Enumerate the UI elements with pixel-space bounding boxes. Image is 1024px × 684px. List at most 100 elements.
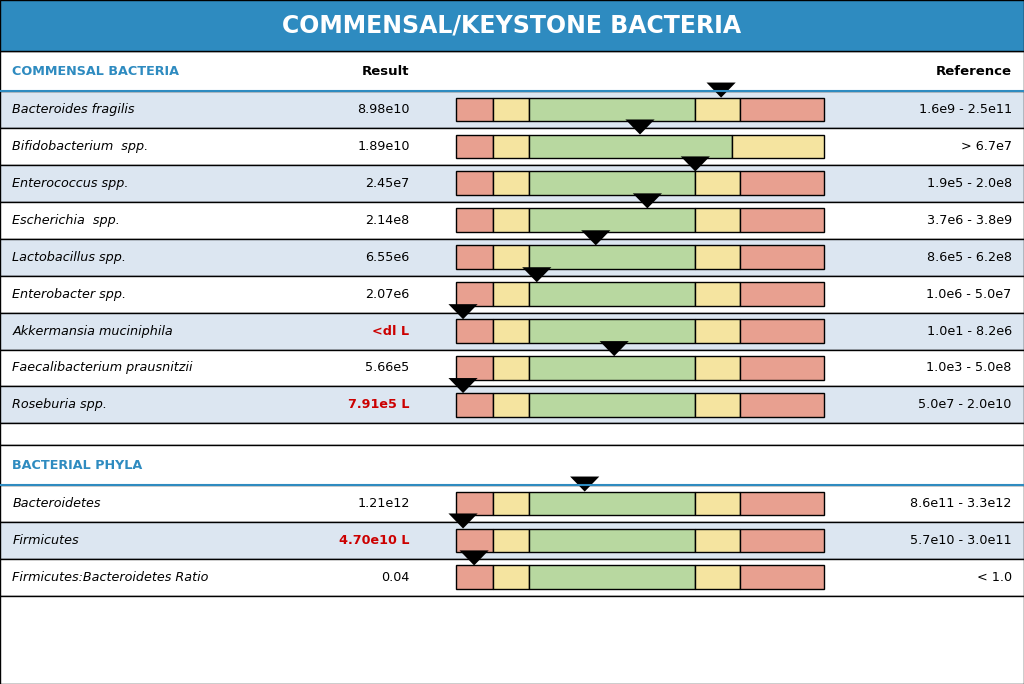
Text: 2.14e8: 2.14e8 [366, 213, 410, 227]
FancyBboxPatch shape [0, 239, 1024, 276]
FancyBboxPatch shape [456, 282, 493, 306]
FancyBboxPatch shape [529, 492, 695, 515]
Text: <dl L: <dl L [373, 324, 410, 338]
FancyBboxPatch shape [0, 91, 1024, 128]
FancyBboxPatch shape [493, 319, 529, 343]
FancyBboxPatch shape [493, 135, 529, 158]
FancyBboxPatch shape [493, 98, 529, 121]
Text: Enterococcus spp.: Enterococcus spp. [12, 176, 129, 190]
Text: > 6.7e7: > 6.7e7 [961, 140, 1012, 153]
FancyBboxPatch shape [0, 386, 1024, 423]
Polygon shape [449, 514, 477, 529]
Text: 0.04: 0.04 [381, 570, 410, 584]
Text: Bacteroides fragilis: Bacteroides fragilis [12, 103, 135, 116]
FancyBboxPatch shape [493, 246, 529, 269]
FancyBboxPatch shape [529, 172, 695, 195]
FancyBboxPatch shape [0, 276, 1024, 313]
Text: Firmicutes: Firmicutes [12, 534, 79, 547]
FancyBboxPatch shape [695, 492, 739, 515]
FancyBboxPatch shape [695, 566, 739, 589]
FancyBboxPatch shape [695, 529, 739, 552]
Text: Lactobacillus spp.: Lactobacillus spp. [12, 250, 126, 264]
Text: 2.45e7: 2.45e7 [366, 176, 410, 190]
FancyBboxPatch shape [456, 135, 493, 158]
Text: BACTERIAL PHYLA: BACTERIAL PHYLA [12, 458, 142, 472]
Text: 5.66e5: 5.66e5 [366, 361, 410, 375]
FancyBboxPatch shape [739, 172, 824, 195]
FancyBboxPatch shape [0, 0, 1024, 51]
Text: 1.89e10: 1.89e10 [357, 140, 410, 153]
Text: < 1.0: < 1.0 [977, 570, 1012, 584]
Text: Roseburia spp.: Roseburia spp. [12, 398, 108, 412]
Text: 8.98e10: 8.98e10 [357, 103, 410, 116]
FancyBboxPatch shape [739, 393, 824, 417]
FancyBboxPatch shape [529, 98, 695, 121]
FancyBboxPatch shape [456, 246, 493, 269]
Text: 1.9e5 - 2.0e8: 1.9e5 - 2.0e8 [927, 176, 1012, 190]
FancyBboxPatch shape [739, 209, 824, 232]
FancyBboxPatch shape [0, 423, 1024, 445]
Text: Reference: Reference [936, 64, 1012, 78]
FancyBboxPatch shape [529, 566, 695, 589]
FancyBboxPatch shape [0, 559, 1024, 596]
Text: 6.55e6: 6.55e6 [366, 250, 410, 264]
FancyBboxPatch shape [529, 209, 695, 232]
FancyBboxPatch shape [493, 529, 529, 552]
FancyBboxPatch shape [456, 566, 493, 589]
FancyBboxPatch shape [493, 209, 529, 232]
Text: Enterobacter spp.: Enterobacter spp. [12, 287, 126, 301]
FancyBboxPatch shape [695, 393, 739, 417]
FancyBboxPatch shape [695, 246, 739, 269]
Polygon shape [707, 83, 735, 98]
FancyBboxPatch shape [456, 319, 493, 343]
FancyBboxPatch shape [456, 172, 493, 195]
Text: Akkermansia muciniphila: Akkermansia muciniphila [12, 324, 173, 338]
Text: Escherichia  spp.: Escherichia spp. [12, 213, 120, 227]
FancyBboxPatch shape [0, 522, 1024, 559]
FancyBboxPatch shape [695, 98, 739, 121]
Text: Faecalibacterium prausnitzii: Faecalibacterium prausnitzii [12, 361, 193, 375]
FancyBboxPatch shape [0, 128, 1024, 165]
FancyBboxPatch shape [456, 393, 493, 417]
FancyBboxPatch shape [493, 566, 529, 589]
Polygon shape [681, 157, 710, 172]
Polygon shape [626, 120, 654, 135]
FancyBboxPatch shape [695, 319, 739, 343]
FancyBboxPatch shape [739, 282, 824, 306]
Text: Firmicutes:Bacteroidetes Ratio: Firmicutes:Bacteroidetes Ratio [12, 570, 209, 584]
FancyBboxPatch shape [0, 202, 1024, 239]
FancyBboxPatch shape [739, 246, 824, 269]
FancyBboxPatch shape [493, 172, 529, 195]
FancyBboxPatch shape [695, 172, 739, 195]
FancyBboxPatch shape [739, 98, 824, 121]
FancyBboxPatch shape [0, 350, 1024, 386]
FancyBboxPatch shape [456, 529, 493, 552]
FancyBboxPatch shape [493, 282, 529, 306]
Text: 1.0e6 - 5.0e7: 1.0e6 - 5.0e7 [927, 287, 1012, 301]
FancyBboxPatch shape [0, 313, 1024, 350]
FancyBboxPatch shape [695, 209, 739, 232]
Text: 3.7e6 - 3.8e9: 3.7e6 - 3.8e9 [927, 213, 1012, 227]
FancyBboxPatch shape [529, 319, 695, 343]
Text: 1.0e1 - 8.2e6: 1.0e1 - 8.2e6 [927, 324, 1012, 338]
FancyBboxPatch shape [739, 356, 824, 380]
Polygon shape [460, 551, 488, 566]
FancyBboxPatch shape [529, 529, 695, 552]
FancyBboxPatch shape [0, 485, 1024, 522]
Text: 4.70e10 L: 4.70e10 L [339, 534, 410, 547]
FancyBboxPatch shape [493, 356, 529, 380]
FancyBboxPatch shape [493, 393, 529, 417]
Polygon shape [570, 477, 599, 492]
Text: Result: Result [362, 64, 410, 78]
FancyBboxPatch shape [456, 356, 493, 380]
FancyBboxPatch shape [456, 492, 493, 515]
FancyBboxPatch shape [0, 596, 1024, 684]
FancyBboxPatch shape [739, 566, 824, 589]
Polygon shape [522, 267, 551, 282]
FancyBboxPatch shape [0, 445, 1024, 485]
FancyBboxPatch shape [493, 492, 529, 515]
FancyBboxPatch shape [739, 319, 824, 343]
Text: 5.7e10 - 3.0e11: 5.7e10 - 3.0e11 [910, 534, 1012, 547]
FancyBboxPatch shape [0, 165, 1024, 202]
Polygon shape [582, 231, 610, 246]
